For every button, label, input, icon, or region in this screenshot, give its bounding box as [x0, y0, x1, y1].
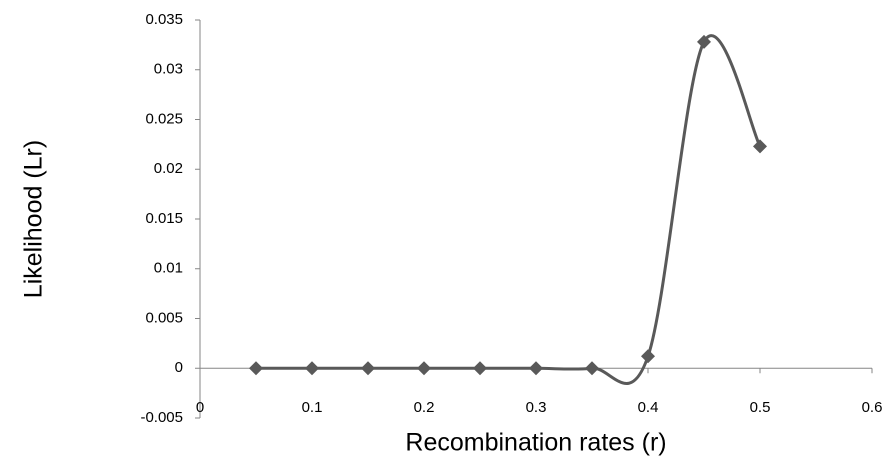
marker [585, 361, 599, 376]
y-tick-label: 0.03 [154, 61, 183, 78]
y-tick-label: 0.015 [145, 210, 183, 227]
x-tick-label: 0.3 [526, 399, 547, 416]
x-tick-label: 0.6 [862, 399, 883, 416]
x-axis-title: Recombination rates (r) [405, 429, 666, 457]
x-tick-label: 0.5 [750, 399, 771, 416]
marker [417, 361, 431, 376]
marker [305, 361, 319, 376]
marker [753, 139, 767, 154]
y-tick-label: 0 [175, 359, 183, 376]
line [256, 34, 762, 385]
marker [473, 361, 487, 376]
marker [697, 34, 711, 49]
y-tick-label: 0.02 [154, 160, 183, 177]
y-tick-label: 0.005 [145, 309, 183, 326]
y-tick-label: 0.025 [145, 110, 183, 127]
x-tick-label: 0.2 [414, 399, 435, 416]
marker [361, 361, 375, 376]
marker [249, 361, 263, 376]
y-tick-label: -0.005 [140, 409, 183, 426]
y-axis-title: Likelihood (Lr) [20, 140, 48, 298]
marker [529, 361, 543, 376]
y-tick-label: 0.01 [154, 260, 183, 277]
x-tick-label: 0.1 [302, 399, 323, 416]
y-tick-label: 0.035 [145, 11, 183, 28]
x-tick-label: 0 [196, 399, 204, 416]
marker [641, 349, 655, 364]
x-tick-label: 0.4 [638, 399, 659, 416]
